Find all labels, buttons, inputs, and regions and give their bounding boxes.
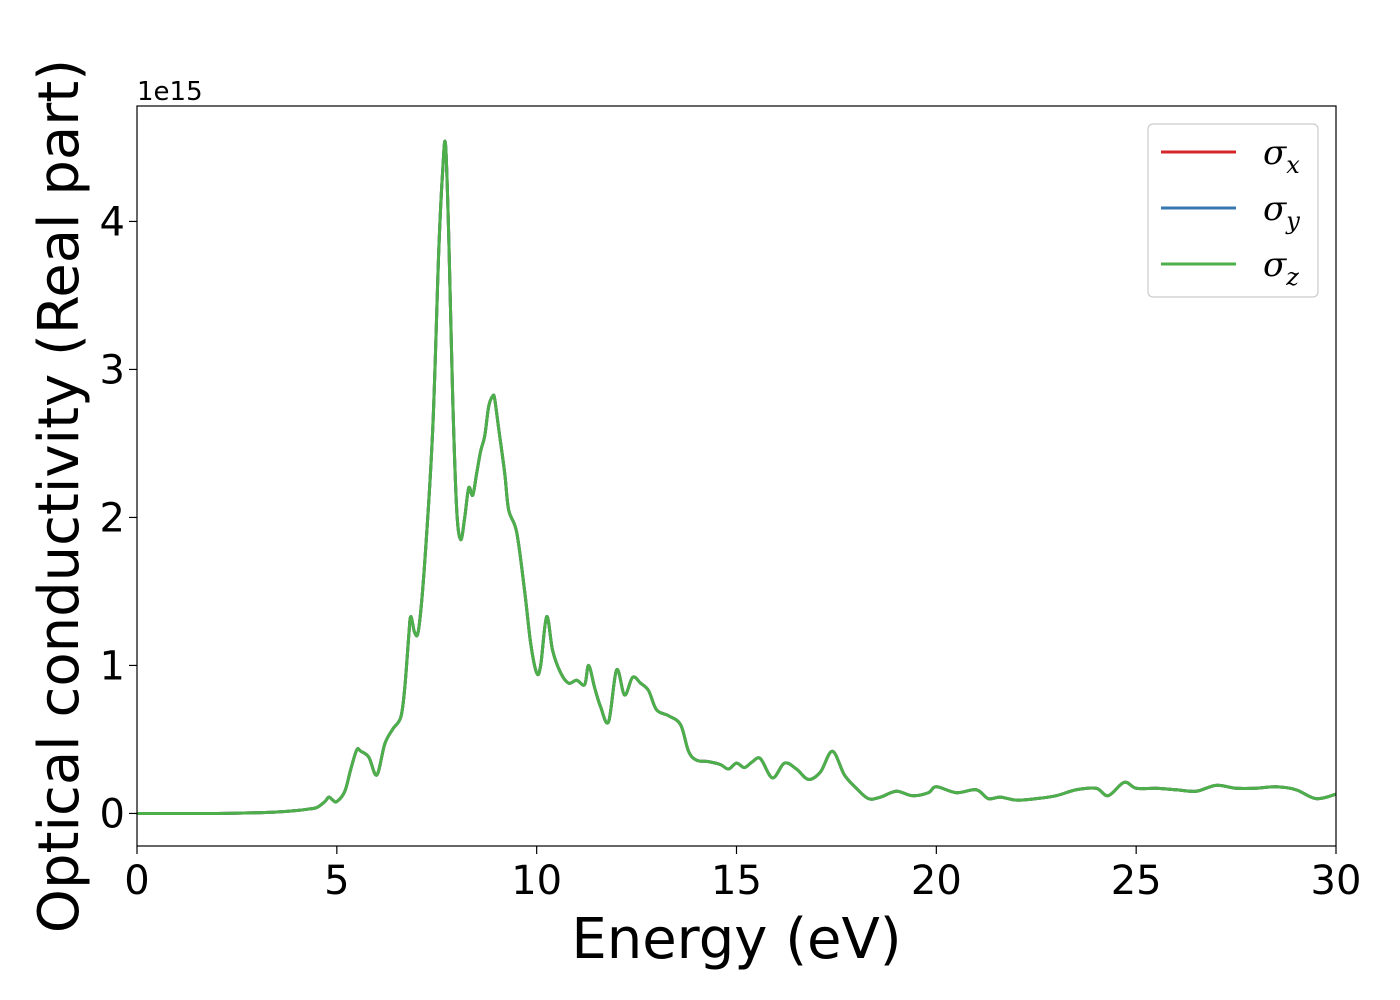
y-axis-label: Optical conductivity (Real part) [27,59,92,933]
legend-box [1147,123,1319,298]
x-tick-label: 15 [711,858,762,904]
x-axis-label: Energy (eV) [571,907,901,972]
x-tick-label: 0 [124,858,149,904]
y-offset-label: 1e15 [137,77,203,107]
series-line-z [137,139,1336,815]
x-tick-label: 5 [324,858,349,904]
x-tick-label: 25 [1111,858,1162,904]
x-tick-label: 30 [1311,858,1362,904]
y-tick-label: 4 [100,199,125,245]
y-tick-label: 2 [100,495,125,541]
y-tick-label: 0 [100,791,125,837]
series-layer [137,139,1336,815]
x-tick-label: 20 [911,858,962,904]
y-tick-label: 3 [100,347,125,393]
x-tick-label: 10 [511,858,562,904]
y-axis-ticks: 0 1 2 3 4 [100,199,137,837]
x-axis-ticks: 0 5 10 15 20 25 30 [124,846,1361,904]
legend-entry-label: σx [1263,133,1300,179]
legend-entry-label: σy [1263,189,1300,235]
legend: σx σy σz [1147,123,1319,298]
y-tick-label: 1 [100,643,125,689]
legend-entry-label: σz [1263,245,1299,291]
